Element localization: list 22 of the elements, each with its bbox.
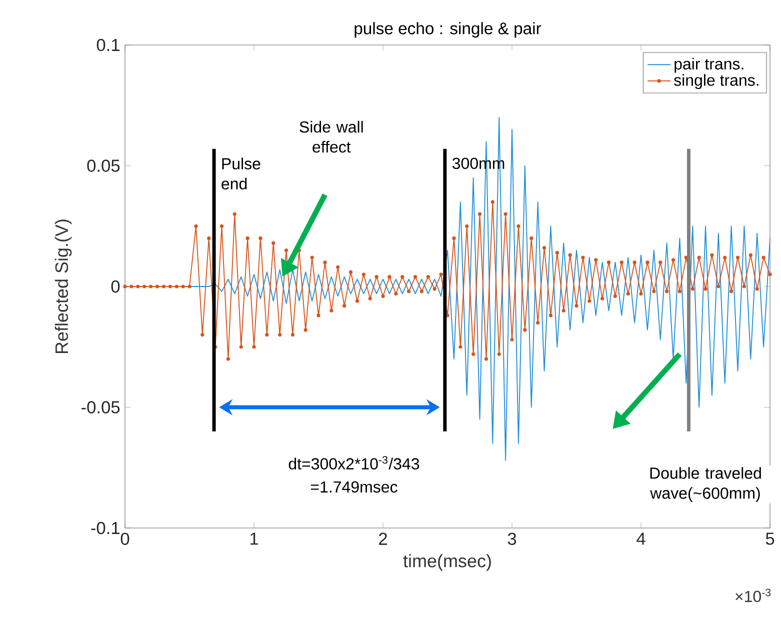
x-tick-label: 2 — [379, 532, 387, 545]
y-axis-title: Reflected Sig.(V) — [54, 220, 72, 354]
x-tick-label: 5 — [766, 532, 774, 545]
chart-title: pulse echo : single & pair — [354, 22, 542, 38]
legend-label: pair trans. — [674, 58, 744, 73]
x-tick-label: 1 — [250, 532, 258, 545]
x-tick-label: 3 — [508, 532, 516, 545]
x-tick-label: 4 — [636, 532, 646, 545]
annotation: Double traveled wave(~600mm) — [650, 467, 761, 502]
y-tick-label: -0.1 — [91, 522, 120, 534]
x-axis-title: time(msec) — [403, 554, 491, 571]
y-tick-label: 0.05 — [87, 160, 120, 172]
legend-label: single trans. — [674, 74, 758, 90]
y-tick-label: 0.1 — [96, 38, 120, 52]
annotation: dt=300x2*10$^{-3}$/343 — [288, 456, 420, 470]
y-tick-label: -0.05 — [82, 401, 120, 414]
ref-line-label: Pulse end — [222, 158, 260, 190]
annotation: Side wall effect — [300, 120, 363, 153]
x-tick-label: 0 — [120, 532, 130, 545]
y-tick-label: 0 — [111, 280, 120, 293]
text: ×10$^{-3}$ — [736, 588, 771, 602]
annotation: =1.749msec — [310, 481, 398, 493]
